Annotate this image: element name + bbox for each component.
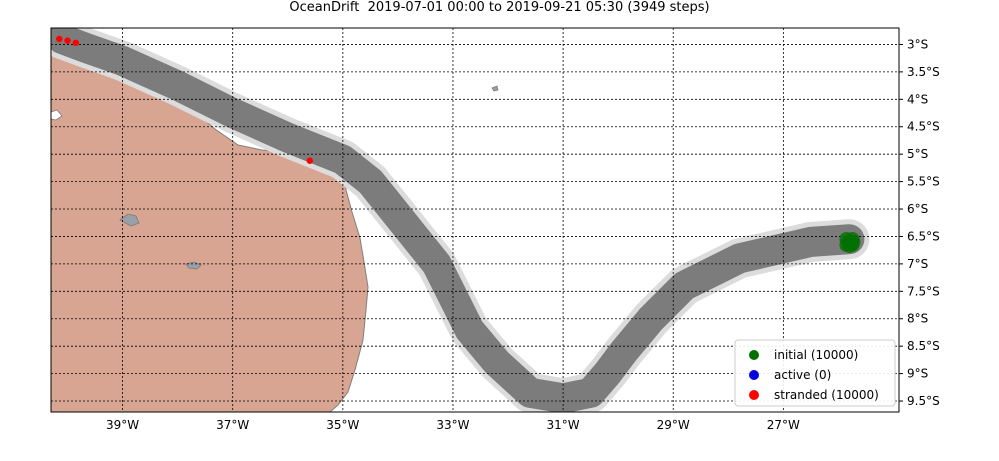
island-1 <box>119 213 140 227</box>
longitude-tick-label: 39°W <box>106 418 139 432</box>
longitude-tick-label: 31°W <box>547 418 580 432</box>
latitude-tick-label: 8°S <box>907 312 928 326</box>
latitude-tick-label: 6.5°S <box>907 229 940 243</box>
stranded-particle <box>56 35 63 43</box>
latitude-tick-label: 9.5°S <box>907 394 940 408</box>
latitude-tick-label: 4°S <box>907 92 928 106</box>
island-3 <box>51 109 63 121</box>
latitude-ticks: 3°S 3.5°S 4°S 4.5°S 5°S 5.5°S 6°S 6.5°S 7°S 7.5°S… <box>899 37 940 408</box>
legend-active-marker <box>749 370 759 380</box>
graticule <box>51 28 899 412</box>
stranded-particle <box>64 37 71 44</box>
longitude-tick-label: 29°W <box>657 418 690 432</box>
latitude-tick-label: 5°S <box>907 147 928 161</box>
plot-frame <box>50 27 900 413</box>
legend-initial-marker <box>749 350 759 360</box>
latitude-tick-label: 9°S <box>907 367 928 381</box>
legend-stranded-marker <box>749 390 759 400</box>
latitude-tick-label: 4.5°S <box>907 120 940 134</box>
map-title: OceanDrift 2019-07-01 00:00 to 2019-09-2… <box>289 0 710 15</box>
longitude-tick-label: 37°W <box>216 418 249 432</box>
legend-initial-label: initial (10000) <box>774 348 858 362</box>
longitude-tick-label: 33°W <box>436 418 469 432</box>
latitude-tick-label: 8.5°S <box>907 339 940 353</box>
legend-active-label: active (0) <box>774 368 831 382</box>
stranded-particle <box>72 39 79 47</box>
latitude-tick-label: 3°S <box>907 37 928 51</box>
stranded-particle <box>306 157 314 164</box>
latitude-tick-label: 5.5°S <box>907 175 940 189</box>
latitude-tick-label: 6°S <box>907 202 928 216</box>
offshore-islet <box>491 85 499 92</box>
trajectory-band <box>51 28 865 412</box>
initial-particle <box>846 234 861 249</box>
legend: initial (10000) active (0) stranded (100… <box>734 339 896 407</box>
particle-trajectories <box>51 28 870 412</box>
latitude-tick-label: 3.5°S <box>907 65 940 79</box>
longitude-tick-label: 35°W <box>326 418 359 432</box>
particle-markers <box>56 35 861 253</box>
longitude-ticks: 39°W 37°W 35°W 33°W 31°W 29°W 27°W <box>106 418 800 432</box>
latitude-tick-label: 7°S <box>907 257 928 271</box>
longitude-tick-label: 27°W <box>767 418 800 432</box>
island-2 <box>185 261 202 270</box>
latitude-tick-label: 7.5°S <box>907 284 940 298</box>
legend-box <box>734 339 896 407</box>
legend-stranded-label: stranded (10000) <box>774 388 879 402</box>
